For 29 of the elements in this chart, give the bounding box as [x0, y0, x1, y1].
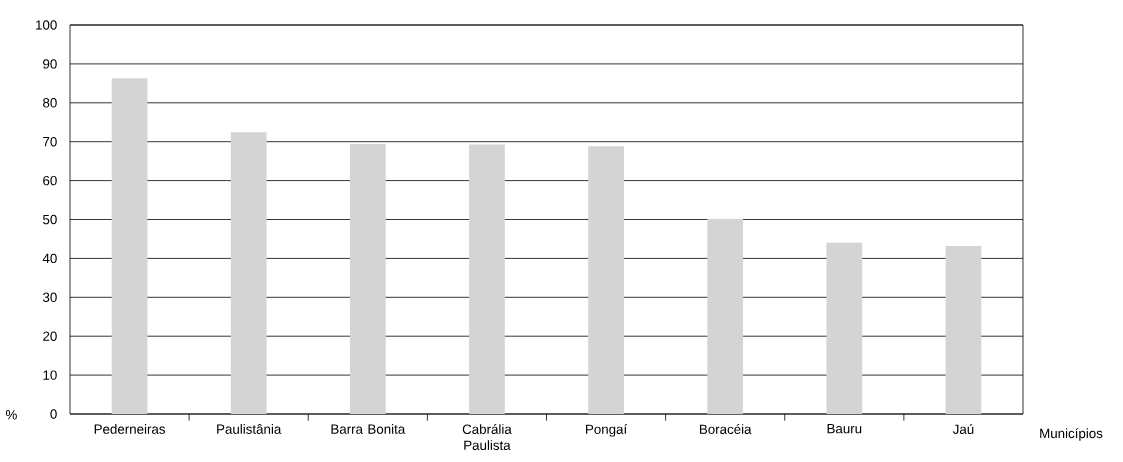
bar	[826, 242, 863, 414]
y-tick-label: 50	[43, 214, 57, 225]
x-tick-label: Jaú	[952, 424, 974, 434]
x-tick-label: Pongaí	[586, 424, 628, 437]
y-tick-label: 30	[42, 292, 57, 303]
x-axis-title: Municípios	[1040, 428, 1103, 441]
y-tick-label: 40	[42, 253, 57, 264]
bar	[349, 144, 386, 414]
bar	[230, 132, 267, 414]
bar	[111, 78, 148, 414]
bar	[469, 144, 505, 414]
bar	[707, 219, 744, 414]
x-tick-label: Bauru	[827, 424, 862, 434]
x-tick-label: Pederneiras	[94, 424, 166, 434]
bar	[588, 146, 624, 414]
y-tick-label: 90	[43, 59, 57, 69]
x-tick-label: Cabrália Paulista	[462, 424, 512, 450]
y-tick-label: 100	[36, 20, 57, 30]
x-tick-label: Barra Bonita	[331, 424, 406, 434]
y-tick-label: 20	[43, 331, 57, 341]
y-tick-label: 10	[43, 370, 57, 380]
x-tick-label: Paulistânia	[217, 424, 282, 434]
x-tick-label: Boracéia	[699, 424, 752, 434]
y-axis-title: %	[5, 410, 17, 420]
y-tick-label: 0	[50, 409, 57, 419]
y-tick-label: 60	[43, 175, 57, 186]
y-tick-label: 70	[43, 136, 57, 147]
y-tick-label: 80	[43, 98, 57, 108]
bar	[945, 245, 982, 414]
